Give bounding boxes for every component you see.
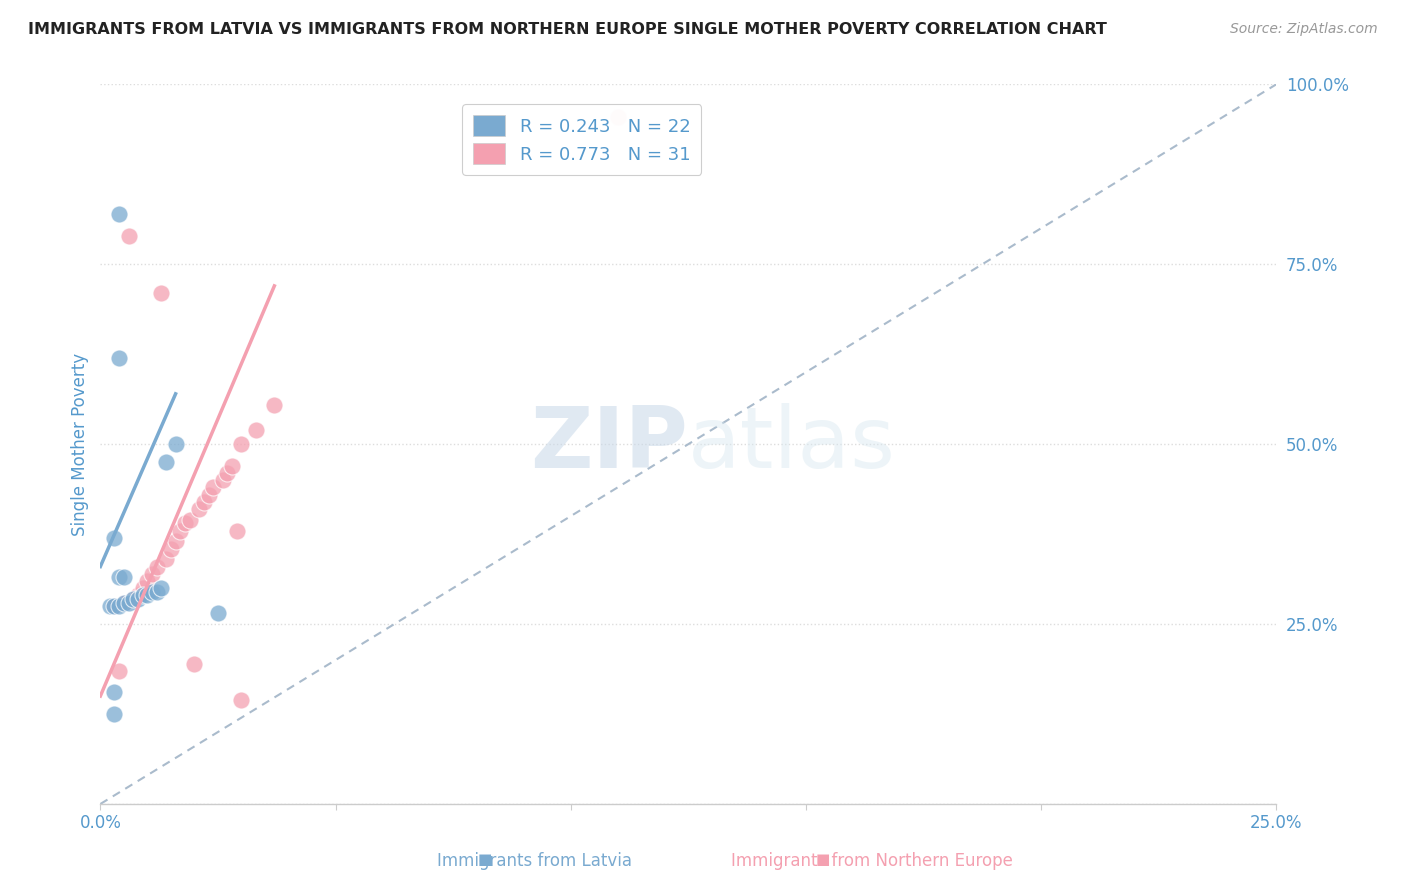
- Point: [108, 351, 131, 365]
- Point: [103, 706, 125, 721]
- Point: [127, 588, 149, 602]
- Y-axis label: Single Mother Poverty: Single Mother Poverty: [72, 352, 89, 536]
- Point: [217, 466, 239, 480]
- Point: [211, 473, 233, 487]
- Point: [146, 584, 169, 599]
- Point: [112, 595, 135, 609]
- Text: ■: ■: [815, 852, 830, 867]
- Point: [155, 552, 177, 566]
- Point: [606, 110, 628, 124]
- Point: [202, 480, 225, 494]
- Text: ZIP: ZIP: [530, 402, 688, 486]
- Point: [231, 692, 253, 706]
- Point: [221, 458, 243, 473]
- Point: [174, 516, 197, 531]
- Point: [155, 455, 177, 469]
- Point: [117, 228, 139, 243]
- Point: [117, 595, 139, 609]
- Point: [98, 599, 121, 613]
- Point: [188, 502, 211, 516]
- Point: [127, 591, 149, 606]
- Point: [150, 581, 173, 595]
- Text: Immigrants from Latvia: Immigrants from Latvia: [437, 852, 631, 870]
- Point: [108, 570, 131, 584]
- Point: [245, 423, 267, 437]
- Point: [131, 581, 153, 595]
- Point: [197, 487, 219, 501]
- Point: [108, 664, 131, 678]
- Point: [103, 599, 125, 613]
- Point: [103, 531, 125, 545]
- Point: [136, 574, 159, 588]
- Point: [112, 570, 135, 584]
- Point: [225, 524, 247, 538]
- Point: [122, 591, 145, 606]
- Point: [169, 524, 191, 538]
- Text: Source: ZipAtlas.com: Source: ZipAtlas.com: [1230, 22, 1378, 37]
- Point: [231, 437, 253, 451]
- Text: ■: ■: [478, 852, 492, 867]
- Point: [183, 657, 205, 671]
- Text: atlas: atlas: [688, 402, 896, 486]
- Point: [263, 398, 285, 412]
- Text: IMMIGRANTS FROM LATVIA VS IMMIGRANTS FROM NORTHERN EUROPE SINGLE MOTHER POVERTY : IMMIGRANTS FROM LATVIA VS IMMIGRANTS FRO…: [28, 22, 1107, 37]
- Point: [141, 566, 163, 581]
- Point: [165, 534, 187, 549]
- Point: [103, 685, 125, 699]
- Point: [160, 541, 183, 556]
- Text: Immigrants from Northern Europe: Immigrants from Northern Europe: [731, 852, 1012, 870]
- Point: [165, 437, 187, 451]
- Point: [207, 607, 229, 621]
- Point: [179, 513, 201, 527]
- Point: [103, 599, 125, 613]
- Point: [122, 591, 145, 606]
- Point: [193, 495, 215, 509]
- Legend: R = 0.243   N = 22, R = 0.773   N = 31: R = 0.243 N = 22, R = 0.773 N = 31: [463, 104, 702, 175]
- Point: [146, 559, 169, 574]
- Point: [108, 599, 131, 613]
- Point: [141, 584, 163, 599]
- Point: [108, 207, 131, 221]
- Point: [136, 588, 159, 602]
- Point: [131, 588, 153, 602]
- Point: [150, 286, 173, 301]
- Point: [112, 595, 135, 609]
